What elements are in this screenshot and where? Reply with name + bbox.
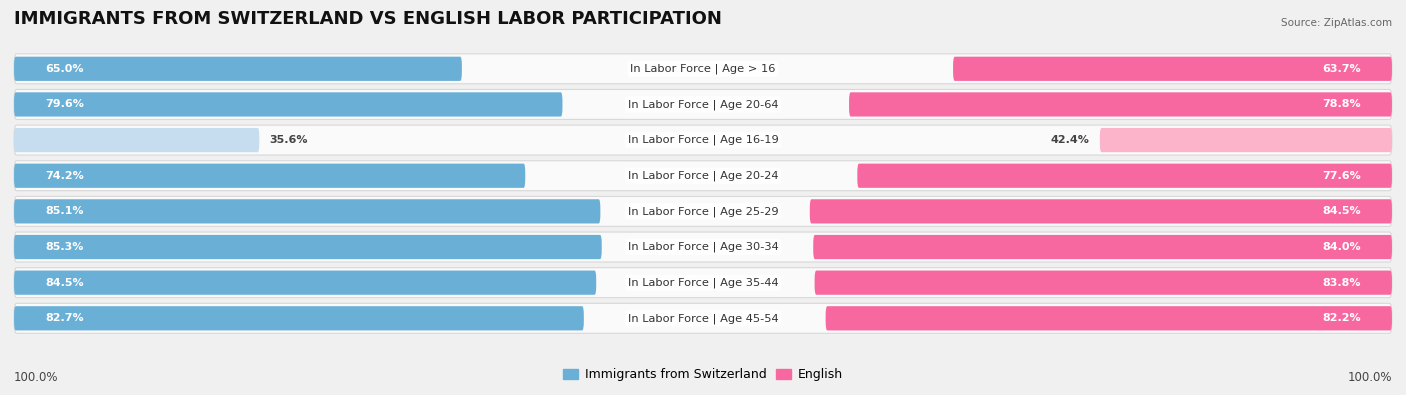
FancyBboxPatch shape <box>14 54 1392 84</box>
FancyBboxPatch shape <box>14 161 1392 191</box>
FancyBboxPatch shape <box>813 235 1392 259</box>
Text: 100.0%: 100.0% <box>1347 371 1392 384</box>
Text: 84.5%: 84.5% <box>1322 206 1361 216</box>
Text: In Labor Force | Age 16-19: In Labor Force | Age 16-19 <box>627 135 779 145</box>
Text: 83.8%: 83.8% <box>1323 278 1361 288</box>
FancyBboxPatch shape <box>14 306 583 331</box>
Text: 35.6%: 35.6% <box>270 135 308 145</box>
FancyBboxPatch shape <box>14 92 562 117</box>
Text: 74.2%: 74.2% <box>45 171 84 181</box>
Text: In Labor Force | Age 20-64: In Labor Force | Age 20-64 <box>627 99 779 110</box>
Text: 100.0%: 100.0% <box>14 371 59 384</box>
Text: 82.7%: 82.7% <box>45 313 84 324</box>
FancyBboxPatch shape <box>14 268 1392 298</box>
Legend: Immigrants from Switzerland, English: Immigrants from Switzerland, English <box>558 363 848 386</box>
FancyBboxPatch shape <box>849 92 1392 117</box>
Text: 79.6%: 79.6% <box>45 100 84 109</box>
FancyBboxPatch shape <box>858 164 1392 188</box>
FancyBboxPatch shape <box>14 128 259 152</box>
FancyBboxPatch shape <box>14 196 1392 226</box>
FancyBboxPatch shape <box>1099 128 1392 152</box>
Text: In Labor Force | Age 35-44: In Labor Force | Age 35-44 <box>627 277 779 288</box>
Text: 82.2%: 82.2% <box>1322 313 1361 324</box>
FancyBboxPatch shape <box>810 199 1392 224</box>
Text: In Labor Force | Age 25-29: In Labor Force | Age 25-29 <box>627 206 779 216</box>
FancyBboxPatch shape <box>14 232 1392 262</box>
Text: 84.0%: 84.0% <box>1322 242 1361 252</box>
Text: 42.4%: 42.4% <box>1050 135 1090 145</box>
FancyBboxPatch shape <box>14 271 596 295</box>
Text: 78.8%: 78.8% <box>1322 100 1361 109</box>
Text: 84.5%: 84.5% <box>45 278 84 288</box>
Text: 85.3%: 85.3% <box>45 242 83 252</box>
Text: 85.1%: 85.1% <box>45 206 83 216</box>
Text: Source: ZipAtlas.com: Source: ZipAtlas.com <box>1281 18 1392 28</box>
FancyBboxPatch shape <box>953 56 1392 81</box>
FancyBboxPatch shape <box>14 199 600 224</box>
FancyBboxPatch shape <box>825 306 1392 331</box>
FancyBboxPatch shape <box>14 125 1392 155</box>
Text: 77.6%: 77.6% <box>1322 171 1361 181</box>
Text: In Labor Force | Age 30-34: In Labor Force | Age 30-34 <box>627 242 779 252</box>
Text: 65.0%: 65.0% <box>45 64 83 74</box>
FancyBboxPatch shape <box>14 164 526 188</box>
Text: 63.7%: 63.7% <box>1322 64 1361 74</box>
FancyBboxPatch shape <box>14 89 1392 119</box>
Text: In Labor Force | Age > 16: In Labor Force | Age > 16 <box>630 64 776 74</box>
FancyBboxPatch shape <box>14 303 1392 333</box>
FancyBboxPatch shape <box>814 271 1392 295</box>
Text: In Labor Force | Age 20-24: In Labor Force | Age 20-24 <box>627 171 779 181</box>
FancyBboxPatch shape <box>14 235 602 259</box>
FancyBboxPatch shape <box>14 56 461 81</box>
Text: In Labor Force | Age 45-54: In Labor Force | Age 45-54 <box>627 313 779 324</box>
Text: IMMIGRANTS FROM SWITZERLAND VS ENGLISH LABOR PARTICIPATION: IMMIGRANTS FROM SWITZERLAND VS ENGLISH L… <box>14 9 721 28</box>
